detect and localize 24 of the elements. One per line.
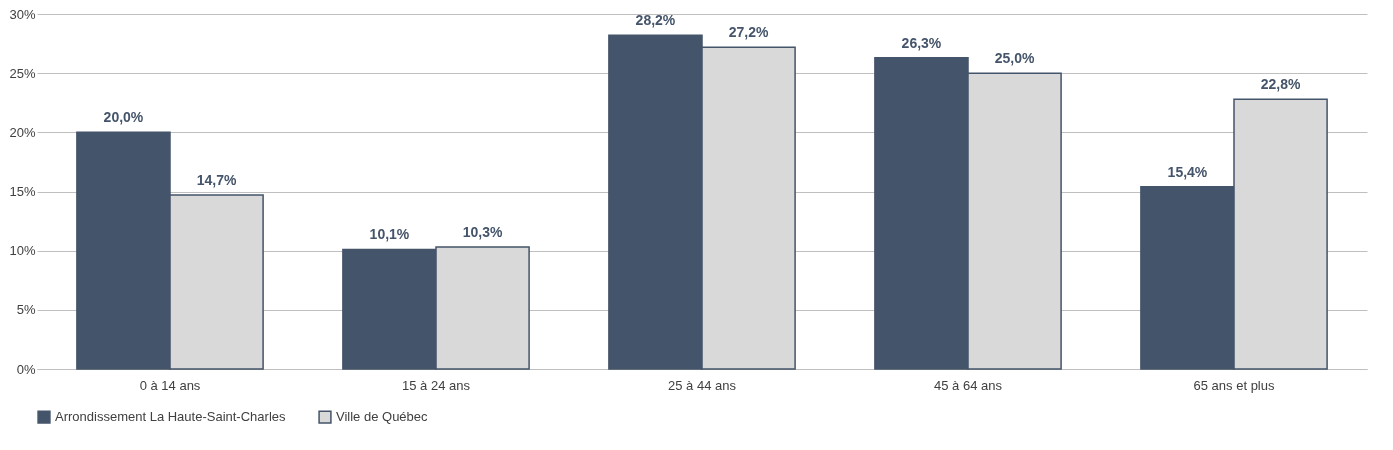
- y-tick-label: 0%: [16, 361, 36, 377]
- x-tick-label: 65 ans et plus: [1193, 377, 1275, 393]
- data-label: 20,0%: [103, 109, 144, 126]
- y-tick-label: 5%: [16, 302, 36, 318]
- data-label: 27,2%: [728, 24, 769, 41]
- y-tick-label: 15%: [9, 184, 36, 199]
- data-label: 14,7%: [196, 172, 237, 189]
- x-tick-label: 15 à 24 ans: [402, 377, 471, 393]
- x-tick-label: 45 à 64 ans: [934, 377, 1003, 393]
- data-label: 15,4%: [1167, 163, 1208, 180]
- legend-label: Arrondissement La Haute-Saint-Charles: [55, 409, 286, 425]
- data-label: 25,0%: [994, 50, 1035, 67]
- data-label: 26,3%: [901, 34, 942, 51]
- data-label: 10,1%: [369, 226, 410, 243]
- data-label: 22,8%: [1260, 76, 1301, 93]
- y-tick-label: 20%: [9, 124, 36, 140]
- data-label: 28,2%: [635, 12, 676, 29]
- legend-label: Ville de Québec: [336, 409, 429, 425]
- y-tick-label: 30%: [9, 6, 36, 22]
- x-tick-label: 25 à 44 ans: [668, 377, 737, 393]
- y-tick-label: 25%: [9, 65, 36, 81]
- x-tick-label: 0 à 14 ans: [139, 377, 201, 393]
- y-tick-label: 10%: [9, 243, 36, 259]
- data-label: 10,3%: [462, 224, 503, 241]
